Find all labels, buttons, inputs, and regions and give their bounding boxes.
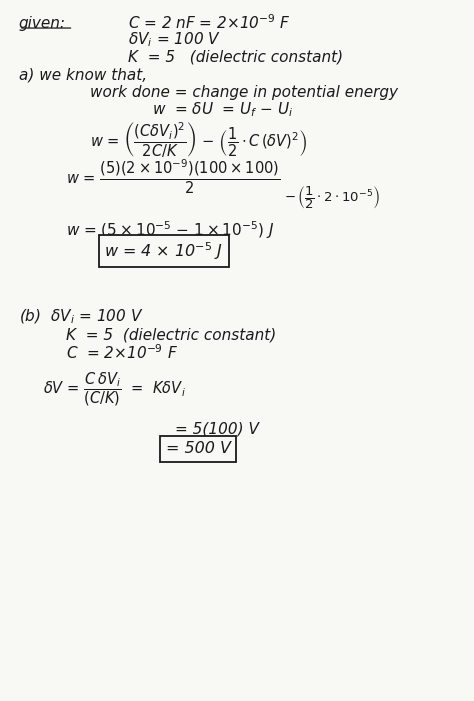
Text: w  = $\delta$U  = U$_f$ $-$ U$_i$: w = $\delta$U = U$_f$ $-$ U$_i$ xyxy=(152,101,293,119)
Text: w = $\left(\dfrac{(C\delta V_i)^2}{2C/K}\right)$ $-$ $\left(\dfrac{1}{2}\cdot C\: w = $\left(\dfrac{(C\delta V_i)^2}{2C/K}… xyxy=(90,121,308,160)
Text: = 500 V: = 500 V xyxy=(166,441,231,456)
Text: w = $(5\times10^{-5}$ $-$ $1\times10^{-5})$ J: w = $(5\times10^{-5}$ $-$ $1\times10^{-5… xyxy=(66,219,275,240)
Text: C  = 2$\times$10$^{-9}$ F: C = 2$\times$10$^{-9}$ F xyxy=(66,343,178,362)
Text: $\delta$V = $\dfrac{C\,\delta V_i}{(C/K)}$  =  K$\delta$V$_i$: $\delta$V = $\dfrac{C\,\delta V_i}{(C/K)… xyxy=(43,370,185,408)
Text: $-\,\left(\dfrac{1}{2}\cdot 2\cdot10^{-5}\right)$: $-\,\left(\dfrac{1}{2}\cdot 2\cdot10^{-5… xyxy=(284,184,380,211)
Text: (b)  $\delta$V$_i$ = 100 V: (b) $\delta$V$_i$ = 100 V xyxy=(19,308,143,326)
Text: $\delta$V$_i$ = 100 V: $\delta$V$_i$ = 100 V xyxy=(128,31,221,49)
Text: K  = 5   (dielectric constant): K = 5 (dielectric constant) xyxy=(128,49,343,64)
Text: given:: given: xyxy=(19,15,66,31)
Text: C = 2 nF = 2×10$^{-9}$ F: C = 2 nF = 2×10$^{-9}$ F xyxy=(128,14,291,32)
Text: w = 4 $\times$ 10$^{-5}$ J: w = 4 $\times$ 10$^{-5}$ J xyxy=(104,240,224,261)
Text: a) we know that,: a) we know that, xyxy=(19,67,147,83)
Text: work done = change in potential energy: work done = change in potential energy xyxy=(90,85,398,100)
Text: = 5(100) V: = 5(100) V xyxy=(175,421,259,437)
Text: w = $\dfrac{(5)(2\times10^{-9})(100\times100)}{2}$: w = $\dfrac{(5)(2\times10^{-9})(100\time… xyxy=(66,158,281,196)
Text: K  = 5  (dielectric constant): K = 5 (dielectric constant) xyxy=(66,327,277,343)
